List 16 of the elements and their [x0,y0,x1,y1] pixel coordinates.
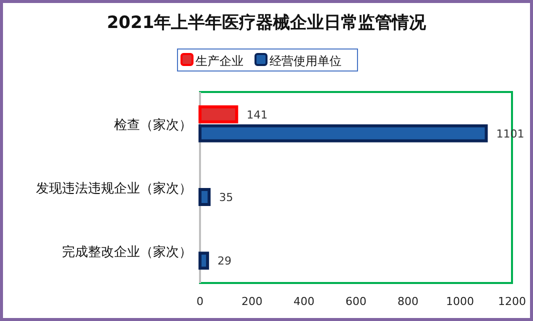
chart-title: 2021年上半年医疗器械企业日常监管情况 [106,13,428,33]
x-tick-label: 1200 [498,295,526,308]
x-tick-label: 0 [196,295,204,308]
x-tick-label: 800 [398,295,418,308]
legend-label: 经营使用单位 [270,54,342,68]
x-tick-label: 1000 [446,295,474,308]
y-tick-label: 完成整改企业（家次） [62,244,192,260]
data-label: 35 [219,191,234,204]
data-label: 29 [218,254,232,268]
legend-label: 生产企业 [196,54,244,68]
x-tick-label: 400 [294,295,314,308]
x-tick-label: 200 [242,295,262,308]
x-tick-label: 600 [346,295,366,308]
y-tick-label: 发现违法违规企业（家次） [36,180,192,196]
y-tick-label: 检查（家次） [114,116,192,133]
data-label: 141 [246,108,268,122]
